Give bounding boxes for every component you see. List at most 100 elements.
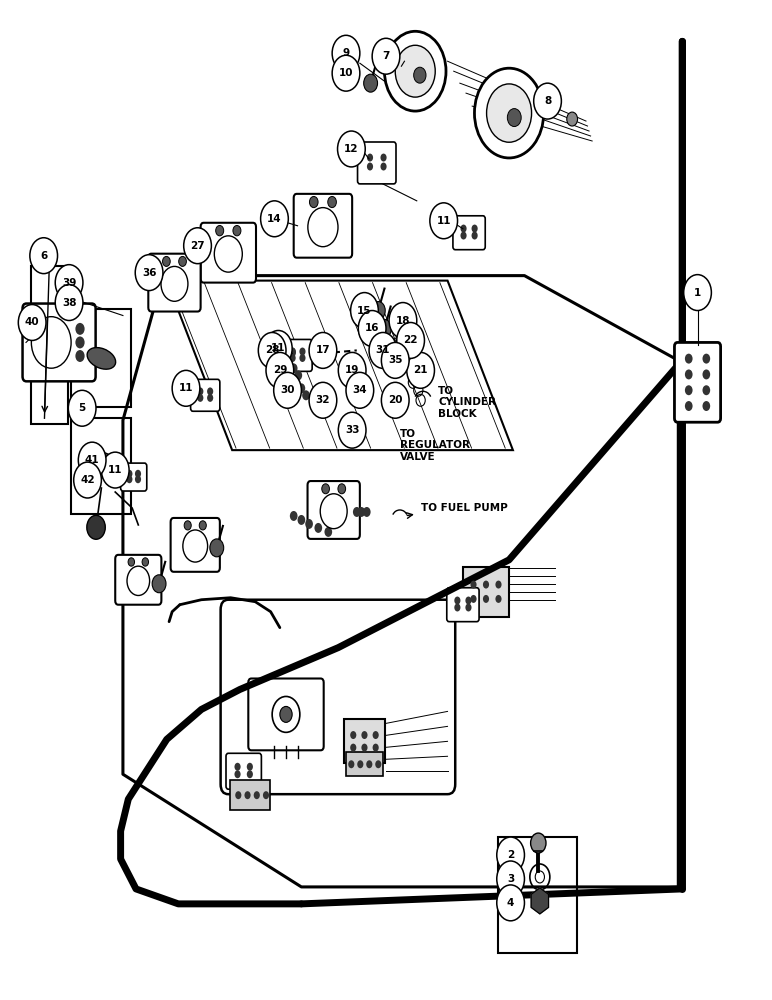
Circle shape	[76, 336, 85, 348]
Circle shape	[454, 597, 460, 605]
Circle shape	[364, 74, 378, 92]
Circle shape	[207, 394, 213, 402]
Circle shape	[430, 203, 458, 239]
Circle shape	[367, 154, 373, 162]
Circle shape	[300, 348, 306, 356]
Circle shape	[207, 387, 213, 395]
Text: 17: 17	[316, 345, 330, 355]
Text: 1: 1	[694, 288, 701, 298]
Circle shape	[703, 401, 710, 411]
Circle shape	[454, 604, 460, 611]
Circle shape	[373, 731, 379, 739]
Circle shape	[73, 462, 101, 498]
FancyBboxPatch shape	[120, 463, 147, 491]
Circle shape	[290, 348, 296, 356]
Circle shape	[314, 523, 322, 533]
Circle shape	[288, 347, 296, 357]
Circle shape	[135, 255, 163, 291]
Circle shape	[381, 154, 387, 162]
Text: 11: 11	[436, 216, 451, 226]
Circle shape	[685, 401, 692, 411]
FancyBboxPatch shape	[148, 254, 201, 312]
Text: 32: 32	[316, 395, 330, 405]
Circle shape	[338, 352, 366, 388]
Circle shape	[290, 511, 297, 521]
Text: 29: 29	[273, 365, 287, 375]
Circle shape	[197, 387, 203, 395]
Circle shape	[475, 68, 543, 158]
Circle shape	[357, 760, 364, 768]
Text: 41: 41	[85, 455, 100, 465]
Circle shape	[496, 861, 524, 897]
Circle shape	[127, 470, 133, 478]
Circle shape	[684, 275, 711, 311]
Circle shape	[350, 293, 378, 328]
Circle shape	[235, 763, 241, 771]
Circle shape	[496, 837, 524, 873]
Circle shape	[184, 228, 212, 264]
Text: 40: 40	[25, 317, 39, 327]
Text: 6: 6	[40, 251, 47, 261]
Circle shape	[372, 38, 400, 74]
FancyBboxPatch shape	[230, 780, 270, 810]
Text: 8: 8	[544, 96, 551, 106]
FancyBboxPatch shape	[293, 194, 352, 258]
Circle shape	[76, 350, 85, 362]
Text: 11: 11	[271, 343, 286, 353]
Circle shape	[274, 372, 301, 408]
Circle shape	[389, 303, 417, 338]
Circle shape	[533, 83, 561, 119]
Text: 42: 42	[80, 475, 95, 485]
Circle shape	[369, 332, 397, 368]
Circle shape	[358, 311, 386, 346]
Circle shape	[381, 163, 387, 171]
Circle shape	[127, 475, 133, 483]
Circle shape	[685, 385, 692, 395]
Circle shape	[357, 507, 365, 517]
Circle shape	[86, 515, 105, 539]
Circle shape	[247, 763, 253, 771]
Circle shape	[305, 519, 313, 529]
Polygon shape	[531, 888, 548, 914]
Text: 21: 21	[413, 365, 428, 375]
Circle shape	[259, 332, 286, 368]
Circle shape	[405, 356, 414, 368]
Circle shape	[338, 484, 346, 494]
Circle shape	[530, 833, 546, 853]
Circle shape	[178, 256, 186, 266]
Circle shape	[265, 330, 292, 366]
Circle shape	[496, 885, 524, 921]
Circle shape	[101, 452, 129, 488]
Circle shape	[332, 35, 360, 71]
FancyBboxPatch shape	[357, 142, 396, 184]
FancyBboxPatch shape	[307, 481, 360, 539]
Text: 16: 16	[365, 323, 379, 333]
Circle shape	[233, 225, 241, 236]
Text: 39: 39	[62, 278, 76, 288]
Circle shape	[332, 55, 360, 91]
Text: 19: 19	[345, 365, 359, 375]
Circle shape	[384, 31, 446, 111]
Circle shape	[263, 791, 269, 799]
Text: 31: 31	[376, 345, 390, 355]
Circle shape	[378, 320, 391, 337]
Circle shape	[460, 225, 466, 233]
Circle shape	[460, 232, 466, 240]
Circle shape	[567, 112, 577, 126]
Circle shape	[366, 760, 372, 768]
Ellipse shape	[87, 452, 119, 478]
Text: TO
REGULATOR
VALVE: TO REGULATOR VALVE	[400, 429, 470, 462]
Circle shape	[507, 109, 521, 127]
Circle shape	[279, 706, 292, 722]
Circle shape	[245, 791, 251, 799]
Text: 27: 27	[190, 241, 205, 251]
FancyBboxPatch shape	[453, 216, 486, 250]
Circle shape	[496, 581, 502, 589]
Circle shape	[483, 581, 489, 589]
Circle shape	[373, 744, 379, 752]
Circle shape	[210, 539, 224, 557]
Text: TO
CYLINDER
BLOCK: TO CYLINDER BLOCK	[438, 386, 496, 419]
Text: 3: 3	[507, 874, 514, 884]
FancyBboxPatch shape	[115, 555, 161, 605]
Circle shape	[199, 521, 206, 530]
